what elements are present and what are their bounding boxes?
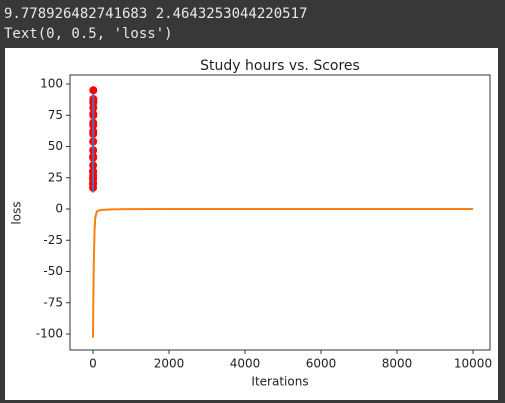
line <box>91 208 474 338</box>
y-tick-label: 50 <box>48 139 63 153</box>
y-tick-label: -100 <box>36 327 63 341</box>
chart: Study hours vs. Scores Iterations loss -… <box>5 48 498 400</box>
y-tick-label: -75 <box>43 295 63 309</box>
point <box>89 86 98 95</box>
x-tick-label: 10000 <box>454 357 492 371</box>
x-tick-label: 2000 <box>154 357 185 371</box>
y-tick-label: 0 <box>55 202 63 216</box>
y-axis-label: loss <box>10 201 24 224</box>
y-tick-label: 75 <box>48 108 63 122</box>
x-tick-label: 6000 <box>306 357 337 371</box>
output-line: 9.778926482741683 2.4643253044220517 <box>4 6 308 22</box>
y-tick-label: -25 <box>43 233 63 247</box>
y-tick-label: 100 <box>40 77 63 91</box>
x-axis-label: Iterations <box>251 375 308 389</box>
figure-background <box>5 48 498 400</box>
x-tick-label: 4000 <box>230 357 261 371</box>
chart-title: Study hours vs. Scores <box>200 58 360 74</box>
y-tick-label: -50 <box>43 264 63 278</box>
y-tick-label: 25 <box>48 170 63 184</box>
x-tick-label: 8000 <box>382 357 413 371</box>
x-tick-label: 0 <box>89 357 97 371</box>
plot-frame <box>69 74 491 351</box>
output-line: Text(0, 0.5, 'loss') <box>4 26 173 42</box>
